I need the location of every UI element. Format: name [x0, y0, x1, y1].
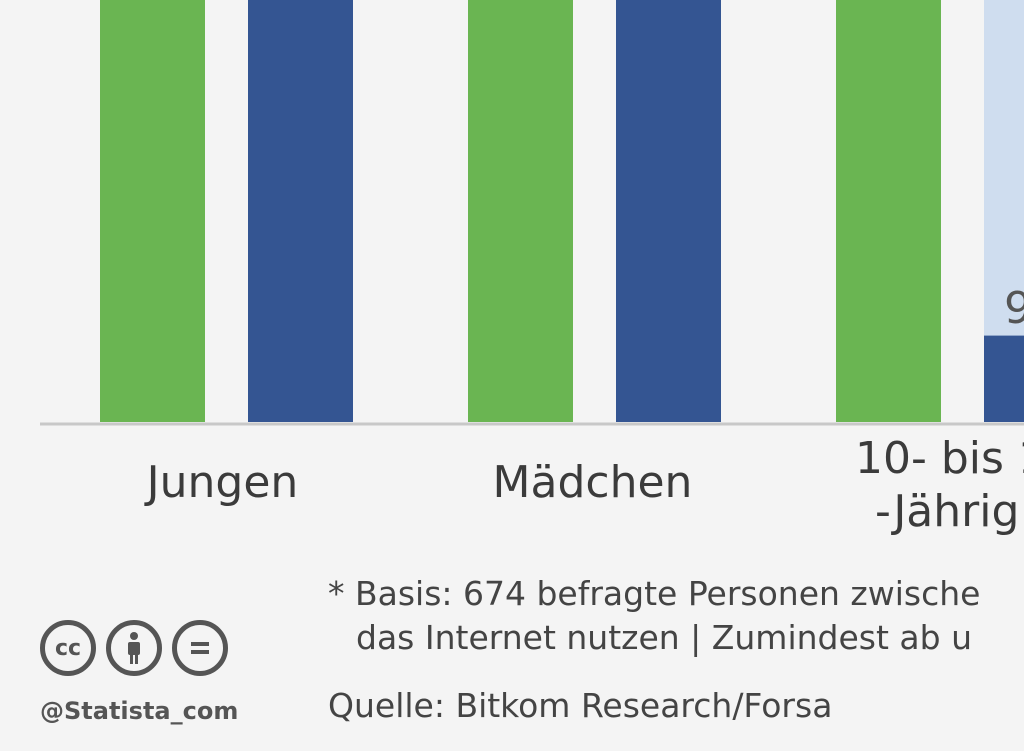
bar-series2-3 [984, 335, 1024, 422]
brand-label: @Statista_com [40, 697, 239, 725]
bar-series2-1 [248, 0, 353, 422]
cc-icon: cc [40, 620, 96, 676]
source-text: Quelle: Bitkom Research/Forsa [328, 686, 833, 725]
footnote: * Basis: 674 befragte Personen zwische d… [328, 572, 980, 660]
attribution-icon [106, 620, 162, 676]
category-label-age-line2: -Jährig [875, 486, 1020, 537]
no-derivatives-icon [172, 620, 228, 676]
bar-chart: 9 [40, 0, 1024, 426]
category-label-jungen: Jungen [146, 457, 299, 508]
category-label-age-line1: 10- bis 1 [855, 433, 1024, 484]
footnote-line-1: * Basis: 674 befragte Personen zwische [328, 574, 981, 613]
data-label: 9 [1004, 283, 1024, 334]
bar-series1-1 [100, 0, 205, 422]
bar-series1-3 [836, 0, 941, 422]
category-label-maedchen: Mädchen [492, 457, 693, 508]
footnote-line-2: das Internet nutzen | Zumindest ab u [356, 618, 972, 657]
bar-series2-2 [616, 0, 721, 422]
license-icons: cc [40, 620, 228, 676]
bar-series1-2 [468, 0, 573, 422]
